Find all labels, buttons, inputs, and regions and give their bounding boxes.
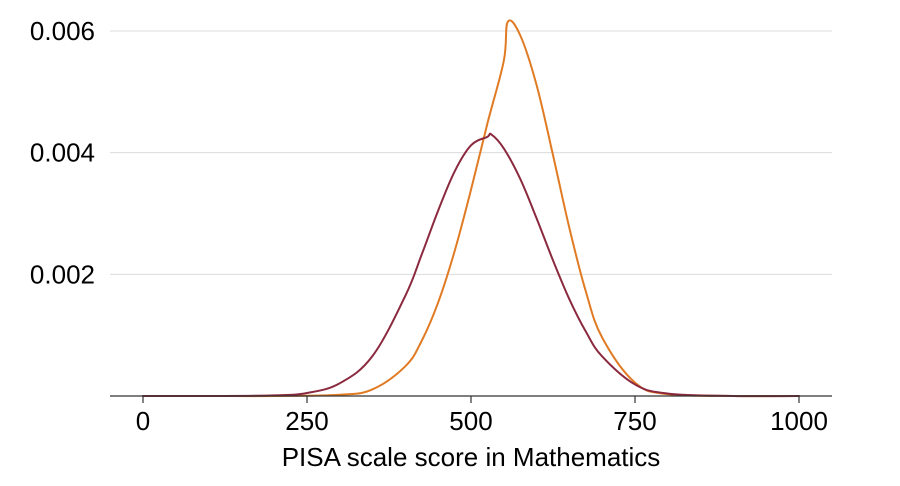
x-axis <box>110 395 832 403</box>
series-line-1 <box>142 19 800 398</box>
y-tick-label: 0.004 <box>30 138 95 168</box>
grid-lines <box>110 30 832 275</box>
y-tick-label: 0.002 <box>30 259 95 289</box>
x-tick-label: 750 <box>613 406 656 436</box>
y-tick-labels: 0.002 0.004 0.006 <box>30 16 95 289</box>
x-tick-label: 0 <box>136 406 150 436</box>
x-axis-title: PISA scale score in Mathematics <box>282 442 661 472</box>
x-tick-label: 1000 <box>770 406 828 436</box>
x-tick-label: 250 <box>285 406 328 436</box>
series-line-2 <box>142 132 800 398</box>
series-lines <box>142 19 800 398</box>
x-tick-label: 500 <box>449 406 492 436</box>
x-tick-labels: 0 250 500 750 1000 <box>136 406 828 436</box>
y-tick-label: 0.006 <box>30 16 95 46</box>
